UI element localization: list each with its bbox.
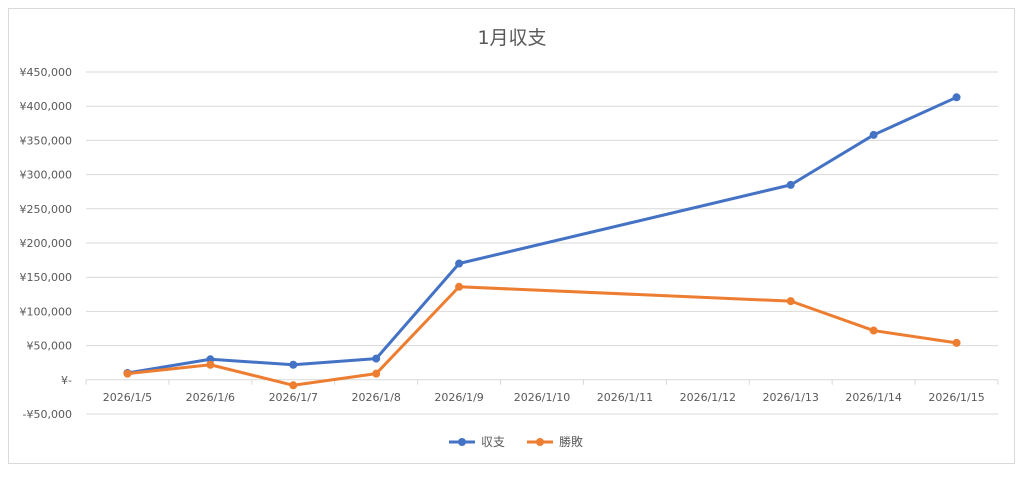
x-tick-label: 2026/1/10 [514,391,570,404]
legend-item-1[interactable]: 収支 [449,435,505,449]
x-tick-label: 2026/1/12 [680,391,736,404]
y-tick-label: ¥150,000 [20,271,73,284]
x-tick-label: 2026/1/14 [845,391,901,404]
data-point [455,282,464,291]
y-tick-label: ¥350,000 [20,134,73,147]
x-tick-label: 2026/1/13 [763,391,819,404]
data-point [952,338,961,347]
y-axis-labels: ¥450,000 ¥400,000 ¥350,000 ¥300,000 ¥250,000… [20,66,73,421]
data-point [123,369,132,378]
data-point [869,326,878,335]
series-group [123,93,961,390]
y-tick-label: ¥450,000 [20,66,73,79]
data-point [786,297,795,306]
x-axis-labels: 2026/1/5 2026/1/6 2026/1/7 2026/1/8 2026/1/9… [103,391,985,404]
y-tick-label: ¥- [61,374,72,387]
x-tick-label: 2026/1/8 [351,391,400,404]
data-point [372,354,381,363]
data-point [952,93,961,102]
data-point [786,180,795,189]
y-tick-label: ¥200,000 [20,237,73,250]
data-point [206,355,215,364]
x-tick-label: 2026/1/5 [103,391,152,404]
y-tick-label: ¥50,000 [27,340,73,353]
x-tick-label: 2026/1/9 [434,391,483,404]
data-point [372,369,381,378]
y-tick-label: ¥300,000 [20,169,73,182]
data-point [206,360,215,369]
y-tick-label: ¥400,000 [20,100,73,113]
legend-label: 勝敗 [559,434,583,449]
y-tick-label: -¥50,000 [23,408,72,421]
legend[interactable]: 収支 勝敗 [449,434,583,449]
gridlines [85,71,999,415]
chart-title: 1月収支 [477,27,546,49]
legend-marker [536,438,544,446]
legend-label: 収支 [481,435,505,449]
data-point [289,360,298,369]
x-tick-label: 2026/1/6 [186,391,235,404]
legend-item-2[interactable]: 勝敗 [527,434,583,449]
x-tick-label: 2026/1/7 [269,391,318,404]
data-point [869,130,878,139]
data-point [455,259,464,268]
legend-marker [458,438,466,446]
data-point [289,381,298,390]
series-line-1 [127,95,958,375]
x-tick-label: 2026/1/15 [928,391,984,404]
chart-area [8,8,1015,464]
y-tick-label: ¥100,000 [20,305,73,318]
y-tick-label: ¥250,000 [20,203,73,216]
x-tick-label: 2026/1/11 [597,391,653,404]
series-line-2 [127,285,957,387]
